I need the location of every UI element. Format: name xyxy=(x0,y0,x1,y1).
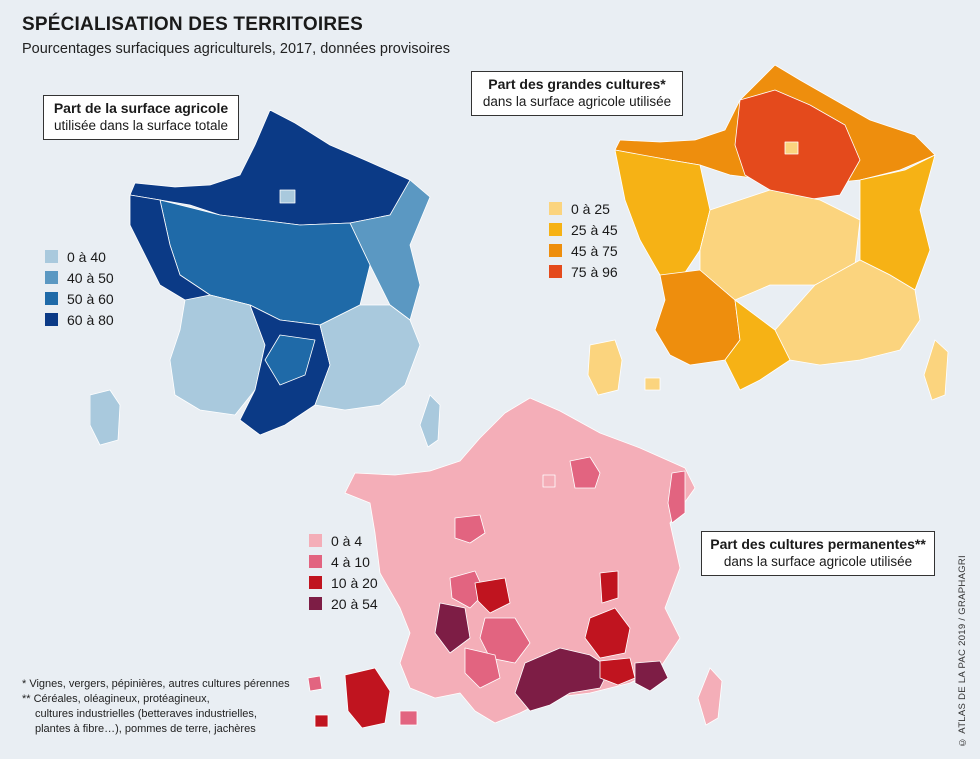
legend-row: 45 à 75 xyxy=(549,240,618,261)
map-region-alsace xyxy=(667,470,686,524)
legend-row: 25 à 45 xyxy=(549,219,618,240)
footnotes: * Vignes, vergers, pépinières, autres cu… xyxy=(22,677,290,737)
legend-label: 10 à 20 xyxy=(331,574,378,591)
legend-row: 0 à 40 xyxy=(45,246,114,267)
map-region-southwest xyxy=(169,294,266,416)
legend-swatch xyxy=(549,202,562,215)
map-cultures-permanentes xyxy=(300,393,730,728)
legend-swatch xyxy=(549,244,562,257)
footnote-2-cont: cultures industrielles (betteraves indus… xyxy=(35,708,257,720)
map-region-rhone xyxy=(599,570,619,604)
legend-label: 40 à 50 xyxy=(67,269,114,286)
map1-box-title: Part de la surface agricole xyxy=(53,100,229,116)
legend-row: 10 à 20 xyxy=(309,572,378,593)
footnote-2: ** Céréales, oléagineux, protéagineux, xyxy=(22,693,210,705)
map3-box-title: Part des cultures permanentes** xyxy=(710,536,926,552)
footnote-1: * Vignes, vergers, pépinières, autres cu… xyxy=(22,678,290,690)
legend-row: 60 à 80 xyxy=(45,309,114,330)
map-surface-agricole xyxy=(90,105,450,450)
overseas-shape xyxy=(644,377,661,391)
map-region-sw2 xyxy=(464,647,501,689)
map1-box-subtitle: utilisée dans la surface totale xyxy=(53,118,229,133)
overseas-shape xyxy=(90,389,121,446)
page-title: SPÉCIALISATION DES TERRITOIRES xyxy=(22,14,364,35)
map-region-south xyxy=(724,299,791,391)
page-subtitle: Pourcentages surfaciques agriculturels, … xyxy=(22,41,450,57)
map3-box-subtitle: dans la surface agricole utilisée xyxy=(723,554,913,569)
legend-row: 75 à 96 xyxy=(549,261,618,282)
map-region-southeast xyxy=(314,304,421,411)
map-region-herault xyxy=(599,657,636,686)
legend-row: 20 à 54 xyxy=(309,593,378,614)
map-region-cognac xyxy=(474,577,511,614)
map-region-champagne xyxy=(569,456,601,489)
legend-swatch xyxy=(45,292,58,305)
legend-swatch xyxy=(309,597,322,610)
map1-legend: 0 à 40 40 à 50 50 à 60 60 à 80 xyxy=(45,246,114,330)
overseas-shape xyxy=(344,667,391,728)
legend-swatch xyxy=(309,534,322,547)
map-region-midsouth xyxy=(264,334,316,386)
map2-box: Part des grandes cultures* dans la surfa… xyxy=(471,71,683,116)
map-region-bordeaux xyxy=(434,602,471,654)
map-grandes-cultures xyxy=(560,60,960,405)
map1-box: Part de la surface agricole utilisée dan… xyxy=(43,95,239,140)
credit: © ATLAS DE LA PAC 2019 / GRAPHAGRI xyxy=(957,554,968,747)
corsica-shape xyxy=(419,394,441,448)
legend-swatch xyxy=(549,265,562,278)
legend-row: 0 à 25 xyxy=(549,198,618,219)
map2-box-subtitle: dans la surface agricole utilisée xyxy=(482,94,672,109)
map-region-west xyxy=(614,149,711,281)
footnote-2-cont: plantes à fibre…), pommes de terre, jach… xyxy=(35,723,256,735)
overseas-shape xyxy=(307,675,323,692)
map-region-paris xyxy=(542,474,556,488)
legend-label: 45 à 75 xyxy=(571,242,618,259)
map2-box-title: Part des grandes cultures* xyxy=(488,76,666,92)
legend-label: 50 à 60 xyxy=(67,290,114,307)
legend-label: 75 à 96 xyxy=(571,263,618,280)
legend-label: 4 à 10 xyxy=(331,553,370,570)
legend-swatch xyxy=(309,555,322,568)
corsica-shape xyxy=(923,339,949,401)
legend-swatch xyxy=(45,313,58,326)
map-region-paris xyxy=(279,189,296,204)
map3-box: Part des cultures permanentes** dans la … xyxy=(701,531,935,576)
legend-row: 0 à 4 xyxy=(309,530,378,551)
map-region-sw xyxy=(479,617,531,664)
overseas-shape xyxy=(587,339,623,396)
map-region-var xyxy=(634,660,669,692)
overseas-shape xyxy=(399,710,418,726)
map-region-charente xyxy=(449,570,486,609)
legend-label: 0 à 25 xyxy=(571,200,610,217)
legend-label: 25 à 45 xyxy=(571,221,618,238)
legend-label: 60 à 80 xyxy=(67,311,114,328)
map-region-drome xyxy=(584,607,631,659)
legend-row: 4 à 10 xyxy=(309,551,378,572)
overseas-shape xyxy=(314,714,329,728)
map-region-loire xyxy=(454,514,486,544)
corsica-shape xyxy=(697,667,723,726)
map-region-languedoc xyxy=(514,647,611,712)
map-region-paris xyxy=(784,141,799,155)
legend-label: 20 à 54 xyxy=(331,595,378,612)
map3-legend: 0 à 4 4 à 10 10 à 20 20 à 54 xyxy=(309,530,378,614)
legend-swatch xyxy=(45,271,58,284)
legend-row: 50 à 60 xyxy=(45,288,114,309)
legend-label: 0 à 4 xyxy=(331,532,363,549)
legend-label: 0 à 40 xyxy=(67,248,106,265)
legend-row: 40 à 50 xyxy=(45,267,114,288)
legend-swatch xyxy=(45,250,58,263)
legend-swatch xyxy=(549,223,562,236)
legend-swatch xyxy=(309,576,322,589)
map2-legend: 0 à 25 25 à 45 45 à 75 75 à 96 xyxy=(549,198,618,282)
